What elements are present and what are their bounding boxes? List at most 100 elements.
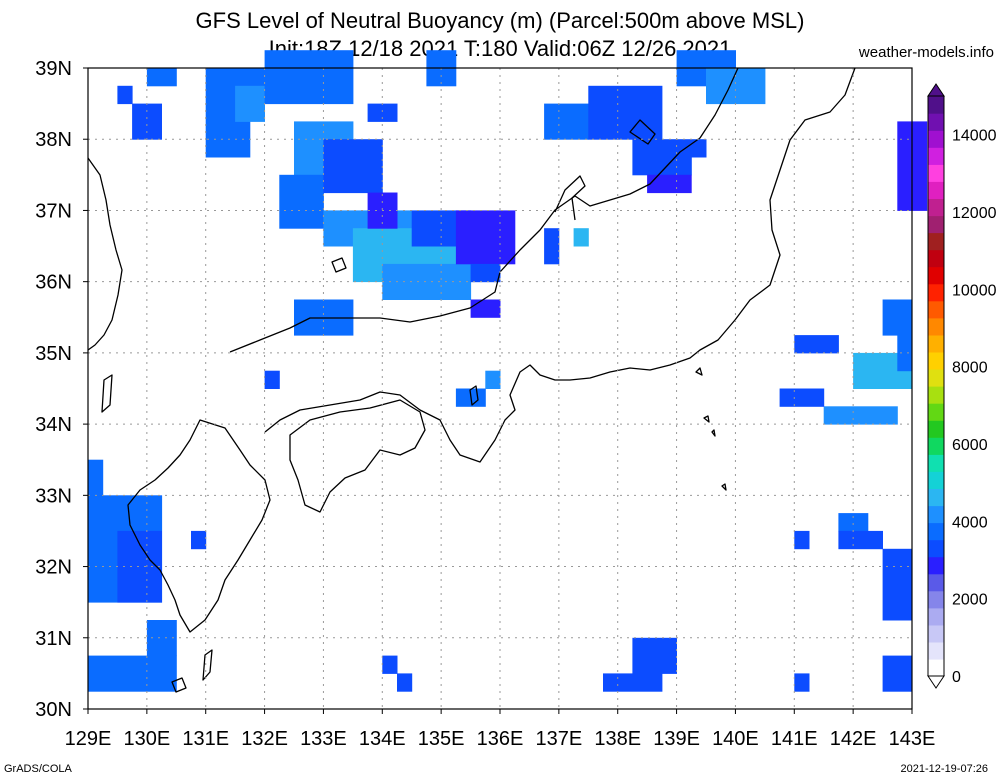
colorbar-segment	[928, 488, 944, 507]
graticule	[88, 68, 912, 709]
colorbar-segment	[928, 351, 944, 370]
coastline-oki	[331, 257, 347, 273]
colorbar-segment	[928, 522, 944, 541]
colorbar-segment	[928, 658, 944, 677]
colorbar-segment	[928, 505, 944, 524]
colorbar-segment	[928, 539, 944, 558]
colorbar-segment	[928, 590, 944, 609]
field-cell	[382, 655, 398, 674]
field-cell	[794, 673, 810, 692]
lon-label: 134E	[359, 728, 406, 750]
field-cell	[367, 103, 398, 122]
lat-label: 36N	[35, 272, 72, 294]
field-cell	[397, 673, 413, 692]
coastline-kyushu	[127, 419, 271, 633]
coastline-korea	[87, 157, 123, 351]
colorbar-segment	[928, 232, 944, 251]
colorbar-label: 12000	[952, 205, 997, 222]
field-cell	[323, 139, 383, 194]
colorbar-segment	[928, 147, 944, 165]
colorbar-segment	[928, 113, 944, 131]
field-cell	[279, 174, 324, 229]
coastline-awaji	[469, 385, 479, 406]
field-cell	[544, 103, 589, 140]
colorbar-segment	[928, 334, 944, 353]
latitude-labels: 30N 31N 32N 33N 34N 35N 36N 37N 38N 39N	[35, 58, 72, 721]
field-cell	[823, 406, 898, 425]
field-cell	[191, 530, 207, 550]
field-cell	[235, 85, 265, 122]
lon-label: 141E	[771, 728, 818, 750]
field-cell	[882, 299, 913, 336]
field-cell	[882, 655, 913, 692]
coastline-tanegashima	[202, 649, 213, 681]
coastline-tsushima	[101, 374, 113, 413]
colorbar-segment	[928, 181, 944, 199]
colorbar-segment	[928, 368, 944, 387]
colorbar-segment	[928, 624, 944, 643]
field-cell	[794, 530, 810, 550]
field-cell	[691, 139, 707, 158]
field-cell	[647, 174, 692, 194]
site-credit: weather-models.info	[858, 44, 994, 61]
field-cell	[544, 228, 560, 265]
field-cell	[794, 335, 839, 354]
colorbar-segment	[928, 130, 944, 148]
colorbar-segment	[928, 96, 944, 114]
field-cell	[603, 673, 663, 692]
colorbar-segment	[928, 386, 944, 404]
field-cell	[632, 139, 692, 176]
lat-label: 38N	[35, 129, 72, 151]
colorbar-label: 10000	[952, 282, 997, 299]
colorbar-segment	[928, 556, 944, 575]
lon-label: 133E	[300, 728, 347, 750]
colorbar-segment	[928, 403, 944, 421]
colorbar-segment	[928, 573, 944, 592]
field-cell	[455, 210, 516, 265]
colorbar-segment	[928, 283, 944, 302]
colorbar-labels: 0 2000 4000 6000 8000 10000 12000 14000	[952, 128, 997, 686]
colorbar-segment	[928, 641, 944, 660]
coastline-noto	[554, 175, 586, 221]
field-cell	[588, 85, 663, 140]
lat-label: 33N	[35, 485, 72, 507]
field-cell	[485, 370, 501, 389]
lon-label: 130E	[123, 728, 170, 750]
lon-label: 129E	[65, 728, 112, 750]
field-cell	[897, 584, 913, 603]
coastline	[87, 67, 856, 693]
lat-label: 35N	[35, 343, 72, 365]
colorbar-segment	[928, 266, 944, 285]
colorbar-segment	[928, 454, 944, 472]
footer-software: GrADS/COLA	[4, 763, 72, 775]
lon-label: 132E	[241, 728, 288, 750]
field-cell	[897, 335, 913, 372]
longitude-labels: 129E 130E 131E 132E 133E 134E 135E 136E 137E 138E…	[65, 728, 936, 750]
field-cell	[470, 299, 501, 318]
colorbar	[927, 83, 945, 689]
lat-label: 31N	[35, 628, 72, 650]
field-cell	[88, 655, 177, 692]
colorbar-segment	[928, 249, 944, 268]
field-cell	[117, 85, 133, 105]
colorbar-label: 8000	[952, 360, 988, 377]
colorbar-segment	[928, 317, 944, 336]
coastline-honshu-pacific	[264, 67, 856, 463]
field-cell	[205, 68, 266, 87]
lat-label: 39N	[35, 58, 72, 80]
field-cell	[264, 370, 280, 389]
lon-label: 135E	[418, 728, 465, 750]
lat-label: 34N	[35, 414, 72, 436]
lon-label: 137E	[535, 728, 582, 750]
colorbar-segment	[928, 215, 944, 234]
colorbar-segment	[928, 471, 944, 489]
field-cell	[632, 637, 677, 674]
lon-label: 139E	[653, 728, 700, 750]
colorbar-segment	[928, 420, 944, 438]
colorbar-max-arrow	[927, 83, 945, 97]
colorbar-label: 4000	[952, 514, 988, 531]
buoyancy-field	[88, 50, 928, 692]
field-cell	[146, 68, 177, 87]
field-cell	[470, 263, 501, 283]
colorbar-segment	[928, 607, 944, 626]
